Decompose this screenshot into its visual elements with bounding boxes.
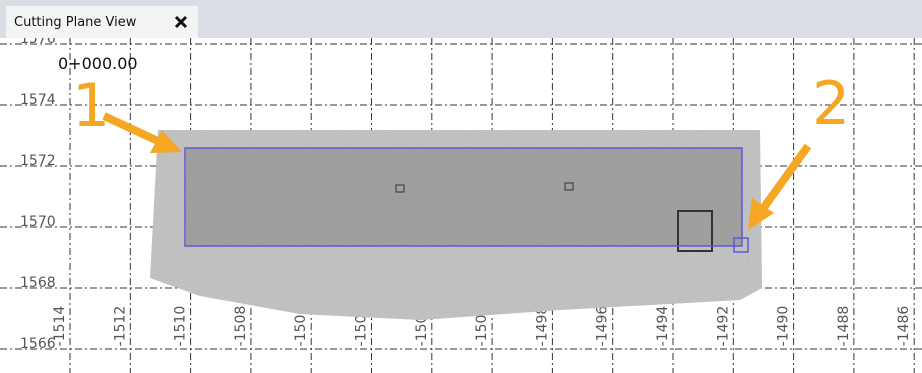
app: Cutting Plane View 157615741572157015681… — [0, 0, 922, 373]
tab[interactable]: Cutting Plane View — [6, 6, 198, 38]
y-axis-label: 1570 — [20, 214, 56, 230]
point-cloud — [150, 130, 762, 320]
x-axis-label: -1490 — [776, 306, 792, 347]
x-axis-label: -1508 — [233, 306, 249, 347]
cloud-dense-texture — [186, 148, 742, 246]
y-axis-label: 1572 — [20, 153, 56, 169]
tab-bar: Cutting Plane View — [0, 0, 922, 38]
annotation: 1 — [72, 71, 110, 141]
x-axis-label: -1486 — [896, 306, 912, 347]
tab-title: Cutting Plane View — [14, 15, 136, 30]
annotation: 2 — [812, 69, 850, 139]
x-axis-label: -1510 — [173, 306, 189, 347]
y-axis-label: 1574 — [20, 92, 56, 108]
x-axis-label: -1514 — [52, 306, 68, 347]
cutting-plane-view: 1576 1574 1572 1570 1568 1566-1514 -1512 -1510 -… — [0, 38, 922, 373]
y-axis-label: 1566 — [20, 336, 56, 352]
x-axis-label: -1488 — [836, 306, 852, 347]
x-axis-label: -1494 — [655, 306, 671, 347]
x-axis-label: -1496 — [595, 306, 611, 347]
y-axis-label: 1568 — [20, 275, 56, 291]
close-button[interactable] — [174, 15, 188, 29]
x-axis-label: -1512 — [112, 306, 128, 347]
x-axis-label: -1492 — [715, 306, 731, 347]
x-axis-label: -1498 — [534, 306, 550, 347]
y-axis-label: 1576 — [20, 38, 56, 47]
